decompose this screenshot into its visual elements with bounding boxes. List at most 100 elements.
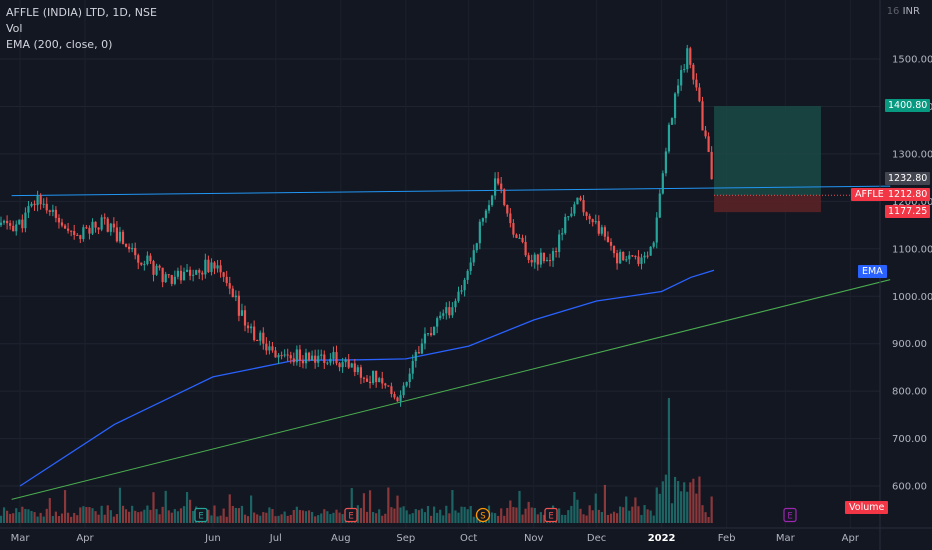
candle: [381, 371, 384, 389]
volume-bar: [21, 506, 24, 523]
candle-body: [100, 217, 103, 230]
volume-bar: [512, 507, 515, 523]
candle-body: [551, 251, 555, 261]
candle: [487, 200, 491, 214]
volume-bar: [289, 514, 292, 523]
candle: [494, 172, 497, 200]
candle-body: [375, 370, 378, 383]
volume-bar: [567, 510, 570, 523]
candle: [338, 361, 341, 372]
candle-body: [265, 343, 268, 351]
volume-bar: [472, 516, 475, 523]
volume-bar: [33, 512, 36, 523]
volume-bar: [606, 514, 610, 523]
volume-bar: [307, 510, 311, 523]
candle-body: [231, 288, 234, 298]
candle: [384, 382, 387, 389]
candle-body: [118, 231, 122, 242]
volume-bar: [396, 495, 399, 523]
volume-bar: [597, 509, 600, 523]
candle-body: [347, 359, 350, 368]
volume-bar: [612, 511, 616, 523]
volume-bar: [167, 510, 170, 523]
candle: [307, 351, 311, 362]
volume-bar: [237, 508, 240, 523]
candle: [353, 359, 356, 377]
candle-body: [585, 212, 588, 216]
candle: [692, 63, 695, 85]
candle: [189, 266, 192, 281]
last-price-label: 1232.80: [885, 172, 931, 185]
candle: [311, 350, 314, 361]
volume-bar: [372, 511, 375, 523]
candle-body: [692, 64, 695, 80]
volume-bar: [689, 482, 692, 523]
candle-body: [109, 223, 112, 232]
candle-body: [658, 193, 661, 218]
candle-body: [317, 355, 320, 363]
candle: [286, 348, 289, 362]
candle-body: [82, 227, 85, 240]
candle: [704, 126, 707, 139]
candle: [9, 220, 12, 230]
volume-bar: [228, 494, 231, 523]
volume-bar: [338, 512, 341, 523]
candle-body: [533, 254, 536, 263]
volume-bar: [76, 515, 79, 523]
candle: [30, 201, 33, 208]
candle-body: [509, 213, 512, 224]
candle: [134, 242, 137, 260]
candle-body: [579, 197, 582, 201]
candle-body: [429, 333, 433, 336]
candle: [414, 349, 417, 368]
candle-body: [234, 295, 237, 298]
volume-bar: [304, 511, 308, 523]
candle: [121, 229, 125, 245]
volume-bar: [213, 505, 216, 523]
candle-body: [484, 210, 488, 219]
candle: [213, 261, 216, 275]
candle-body: [597, 221, 600, 234]
candle: [527, 252, 530, 264]
volume-bar: [335, 509, 338, 523]
volume-bar: [42, 516, 45, 523]
candle: [518, 234, 521, 239]
candle-body: [423, 333, 427, 344]
candle: [140, 262, 143, 267]
candle-body: [170, 274, 173, 284]
candle-body: [448, 307, 451, 316]
volume-bar: [375, 513, 378, 523]
candle-body: [439, 315, 442, 319]
volume-bar: [103, 514, 106, 523]
volume-bar: [48, 498, 51, 523]
candle: [423, 327, 427, 350]
candle-body: [158, 265, 161, 268]
volume-indicator-label[interactable]: Vol: [6, 22, 23, 35]
candle-body: [710, 151, 713, 180]
volume-bar: [131, 505, 134, 523]
x-tick-label: Dec: [587, 533, 606, 544]
candle-body: [103, 217, 106, 219]
candle: [454, 298, 457, 313]
volume-bar: [73, 512, 76, 523]
event-marker: S: [475, 507, 491, 523]
candle-body: [490, 195, 494, 206]
candle: [524, 235, 527, 257]
stop-zone: [714, 195, 821, 213]
candle-body: [677, 85, 680, 94]
volume-bar: [192, 511, 195, 523]
candle: [612, 245, 616, 258]
candle-body: [320, 354, 323, 356]
x-tick-label: Feb: [718, 533, 736, 544]
y-tick-label: 1500.00: [892, 55, 932, 66]
candle-body: [152, 261, 155, 275]
candle-body: [39, 195, 42, 205]
candle-body: [673, 93, 677, 119]
ema-indicator-label[interactable]: EMA (200, close, 0): [6, 38, 113, 51]
candle: [45, 197, 48, 214]
candle: [250, 323, 253, 334]
volume-bar: [576, 499, 579, 523]
candle-body: [436, 318, 439, 327]
candle-body: [176, 270, 179, 277]
